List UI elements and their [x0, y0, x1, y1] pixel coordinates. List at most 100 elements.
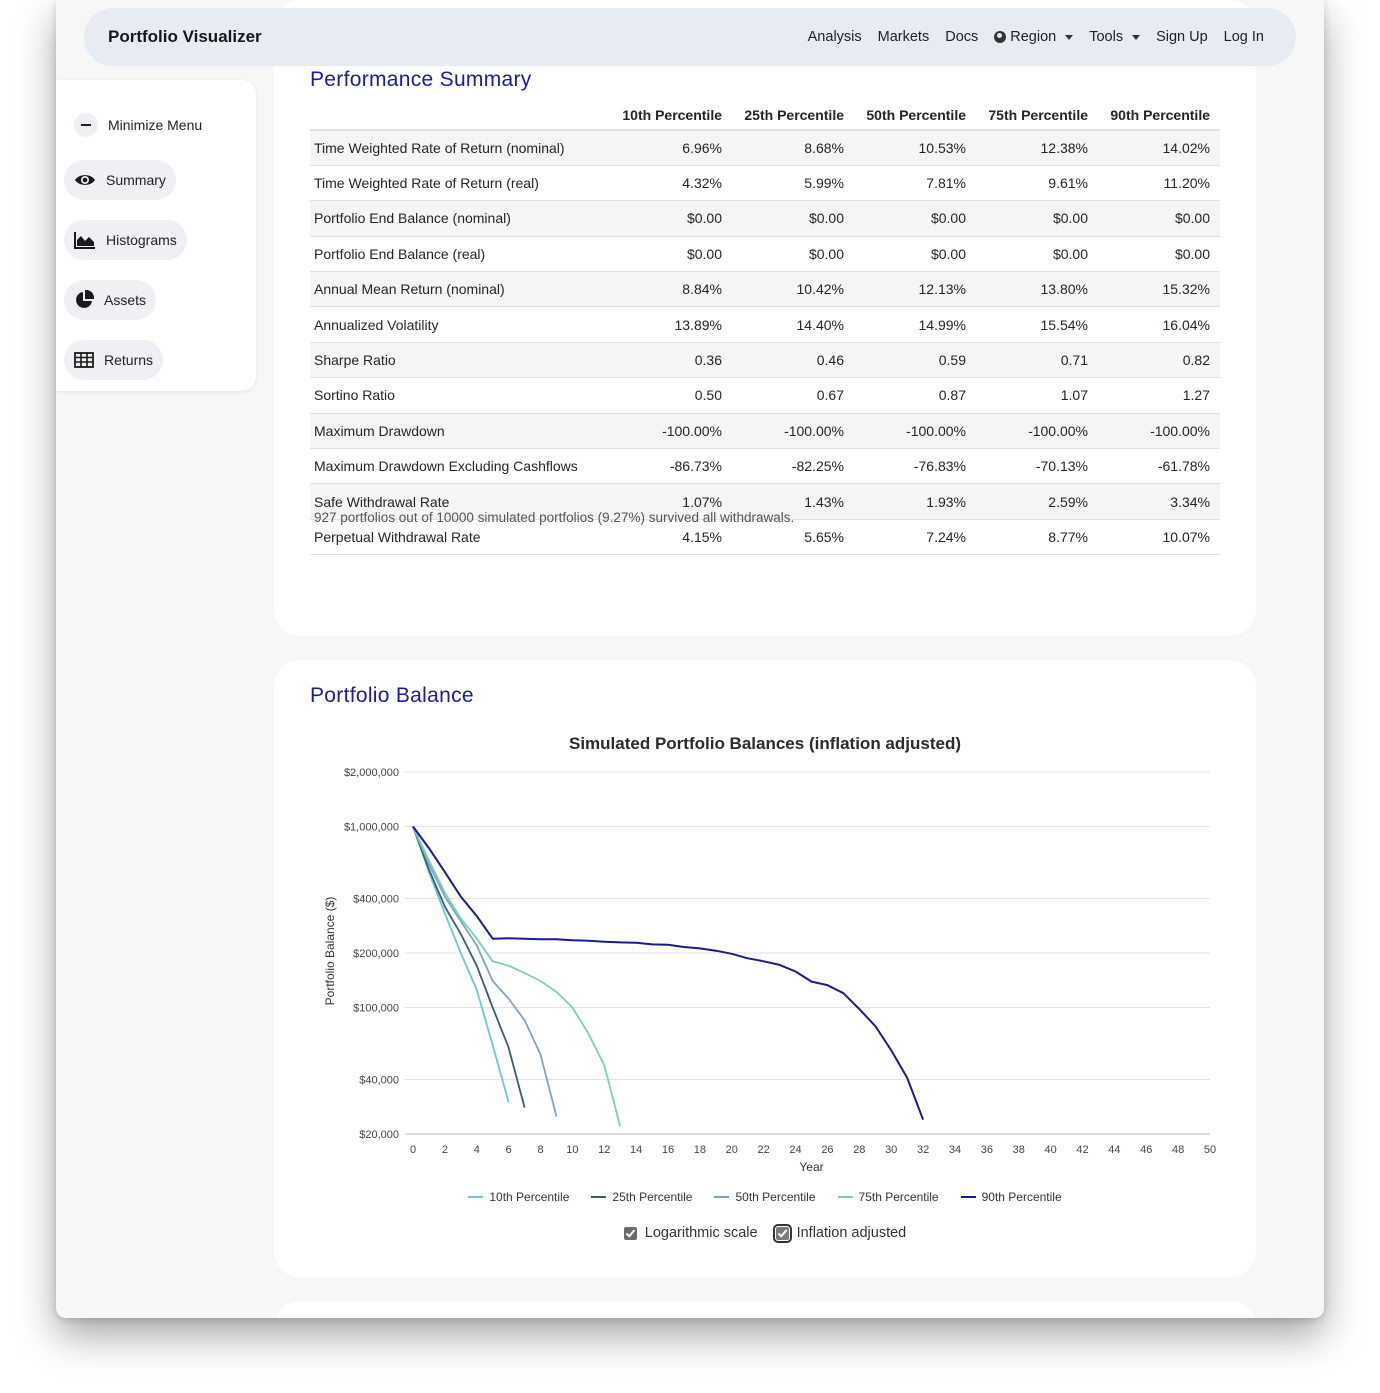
cell-value: -100.00% [854, 413, 976, 450]
nav-docs[interactable]: Docs [945, 29, 979, 45]
row-label: Annualized Volatility [310, 306, 610, 343]
x-tick-label: 26 [821, 1144, 833, 1156]
cell-value: 6.96% [610, 130, 732, 166]
legend-item[interactable]: 25th Percentile [591, 1190, 692, 1204]
cell-value: 5.65% [732, 519, 854, 556]
x-tick-label: 28 [853, 1144, 865, 1156]
x-tick-label: 24 [789, 1144, 801, 1156]
performance-table: 10th Percentile 25th Percentile 50th Perce… [310, 100, 1220, 556]
table-row: Maximum Drawdown -100.00% -100.00% -100.00%… [310, 413, 1220, 450]
cell-value: 14.99% [854, 306, 976, 343]
sidebar: Minimize Menu Summary Histograms Assets [56, 80, 256, 391]
brand-logo[interactable]: Portfolio Visualizer [108, 27, 262, 46]
series-line [412, 826, 622, 1127]
cell-value: 7.81% [854, 165, 976, 202]
cell-value: 1.07 [976, 377, 1098, 414]
sidebar-item-assets[interactable]: Assets [64, 280, 157, 320]
legend-swatch [468, 1196, 484, 1198]
nav-markets[interactable]: Markets [877, 29, 930, 45]
checkbox-checked-icon[interactable] [623, 1226, 637, 1240]
cell-value: 8.77% [976, 519, 1098, 556]
cell-value: $0.00 [976, 200, 1098, 237]
x-tick-label: 8 [537, 1144, 543, 1156]
cell-value: $0.00 [976, 236, 1098, 273]
cell-value: 11.20% [1098, 165, 1220, 202]
logarithmic-scale-label: Logarithmic scale [644, 1225, 758, 1241]
legend-item[interactable]: 50th Percentile [714, 1190, 816, 1204]
cell-value: 1.27 [1098, 377, 1220, 414]
cell-value: 5.99% [732, 165, 854, 202]
inflation-adjusted-toggle[interactable]: Inflation adjusted [772, 1223, 906, 1243]
nav-region-dropdown[interactable]: Region [994, 29, 1074, 45]
row-label: Sortino Ratio [310, 377, 610, 414]
legend-swatch [960, 1196, 976, 1198]
next-section-card [274, 1301, 1256, 1318]
x-tick-label: 12 [598, 1144, 610, 1156]
table-row: Perpetual Withdrawal Rate 4.15% 5.65% 7.24%… [310, 519, 1220, 556]
cell-value: $0.00 [732, 236, 854, 273]
x-tick-label: 38 [1013, 1144, 1025, 1156]
cell-value: 12.13% [854, 271, 976, 308]
x-tick-label: 14 [630, 1144, 642, 1156]
pie-chart-icon [76, 290, 94, 308]
x-tick-label: 50 [1204, 1144, 1216, 1156]
checkbox-checked-icon[interactable] [772, 1223, 792, 1243]
cell-value: 1.07% [610, 483, 732, 520]
cell-value: 14.02% [1098, 130, 1220, 166]
sidebar-item-summary[interactable]: Summary [64, 160, 176, 200]
survival-footnote: 927 portfolios out of 10000 simulated po… [314, 510, 795, 525]
browser-window: Portfolio Visualizer Analysis Markets Do… [56, 0, 1324, 1318]
minimize-menu-button[interactable]: Minimize Menu [64, 105, 212, 145]
cell-value: 1.43% [732, 483, 854, 520]
nav-links: Analysis Markets Docs Region Tools Sign … [808, 29, 1264, 45]
column-header: 25th Percentile [732, 100, 854, 131]
cell-value: 10.53% [854, 130, 976, 166]
legend-label: 75th Percentile [858, 1190, 939, 1204]
legend-item[interactable]: 75th Percentile [837, 1190, 939, 1204]
cell-value: 1.93% [854, 483, 976, 520]
sidebar-item-label: Histograms [106, 232, 177, 248]
cell-value: 10.42% [732, 271, 854, 308]
series-line [412, 826, 510, 1103]
cell-value: $0.00 [732, 200, 854, 237]
logarithmic-scale-toggle[interactable]: Logarithmic scale [623, 1225, 758, 1241]
portfolio-balance-chart: $20,000 $40,000 $100,000 $200,000 $400,000 $1… [323, 767, 1216, 1174]
table-row: Time Weighted Rate of Return (nominal) 6.… [310, 130, 1220, 166]
y-tick-label: $400,000 [353, 894, 399, 906]
chart-legend: 10th Percentile 25th Percentile 50th Perce… [274, 1190, 1256, 1204]
cell-value: -70.13% [976, 448, 1098, 485]
legend-swatch [714, 1196, 730, 1198]
nav-sign-up[interactable]: Sign Up [1156, 29, 1208, 45]
x-tick-label: 2 [442, 1144, 448, 1156]
cell-value: 0.82 [1098, 342, 1220, 379]
cell-value: 0.59 [854, 342, 976, 379]
column-header: 90th Percentile [1098, 100, 1220, 131]
sidebar-item-returns[interactable]: Returns [64, 340, 164, 380]
portfolio-balance-card: Portfolio Balance Simulated Portfolio Ba… [274, 660, 1256, 1277]
performance-summary-card: Performance Summary 10th Percentile 25th … [274, 0, 1256, 636]
cell-value: $0.00 [610, 200, 732, 237]
legend-swatch [837, 1196, 853, 1198]
performance-summary-title: Performance Summary [310, 68, 532, 91]
x-tick-label: 42 [1076, 1144, 1088, 1156]
cell-value: -82.25% [732, 448, 854, 485]
nav-region-label: Region [1010, 29, 1057, 45]
row-label: Perpetual Withdrawal Rate [310, 519, 610, 556]
x-tick-label: 16 [662, 1144, 674, 1156]
sidebar-item-histograms[interactable]: Histograms [64, 220, 187, 260]
nav-tools-dropdown[interactable]: Tools [1089, 29, 1141, 45]
nav-analysis[interactable]: Analysis [807, 29, 862, 45]
cell-value: 0.67 [732, 377, 854, 414]
cell-value: $0.00 [854, 236, 976, 273]
table-row: Maximum Drawdown Excluding Cashflows -86.… [310, 448, 1220, 485]
x-tick-label: 10 [566, 1144, 578, 1156]
x-tick-label: 32 [917, 1144, 929, 1156]
nav-log-in[interactable]: Log In [1223, 29, 1264, 45]
minus-icon [74, 113, 98, 137]
cell-value: -61.78% [1098, 448, 1220, 485]
legend-item[interactable]: 10th Percentile [468, 1190, 569, 1204]
legend-item[interactable]: 90th Percentile [960, 1190, 1062, 1204]
cell-value: -100.00% [610, 413, 732, 450]
cell-value: 3.34% [1098, 483, 1220, 520]
x-tick-label: 46 [1140, 1144, 1152, 1156]
